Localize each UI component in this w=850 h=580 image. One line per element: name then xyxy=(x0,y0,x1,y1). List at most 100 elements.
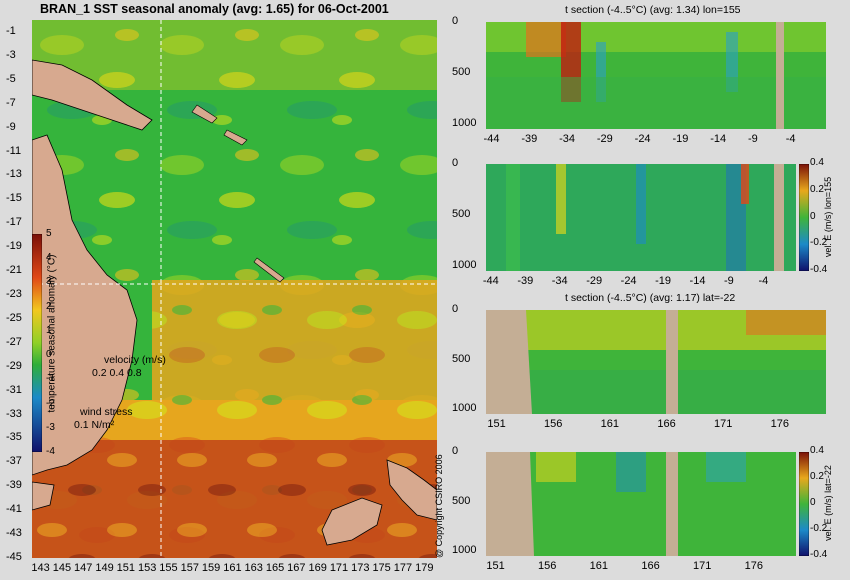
section-y-tick: 1000 xyxy=(452,116,477,129)
panel1-title: t section (-4..5°C) (avg: 1.34) lon=155 xyxy=(565,4,741,16)
section-x-tick: -39 xyxy=(521,133,538,145)
map-x-tick: 177 xyxy=(393,562,413,574)
map-y-tick: -15 xyxy=(6,192,22,205)
velocity-colorbar-tick: -0.2 xyxy=(810,523,828,534)
colorbar-tick: 1 xyxy=(46,324,52,336)
colorbar-tick: 2 xyxy=(46,300,52,312)
panel3-title: t section (-4..5°C) (avg: 1.17) lat=-22 xyxy=(565,292,736,304)
map-x-tick: 159 xyxy=(201,562,221,574)
panel1-plot xyxy=(486,22,826,129)
section-y-tick: 500 xyxy=(452,65,471,78)
colorbar-tick: 0 xyxy=(46,349,52,361)
velocity-colorbar-tick: -0.2 xyxy=(810,237,828,249)
velocity-legend: velocity (m/s) xyxy=(104,354,166,366)
map-y-tick: -39 xyxy=(6,479,22,492)
section-x-tick: -44 xyxy=(483,133,500,145)
map-x-tick: 153 xyxy=(137,562,157,574)
section-x-tick: -44 xyxy=(482,275,499,287)
colorbar-tick: -2 xyxy=(46,397,55,409)
panel2-colorbar xyxy=(799,164,809,271)
section-x-tick: 176 xyxy=(744,560,764,572)
map-title: BRAN_1 SST seasonal anomaly (avg: 1.65) … xyxy=(40,2,389,16)
section-x-tick: -29 xyxy=(586,275,603,287)
map-x-tick: 171 xyxy=(329,562,349,574)
section-x-tick: -19 xyxy=(655,275,672,287)
section-y-tick: 0 xyxy=(452,157,459,169)
section-x-tick: 171 xyxy=(714,418,733,430)
section-x-tick: -29 xyxy=(596,133,613,145)
land-australia xyxy=(32,134,138,476)
section-x-tick: -9 xyxy=(748,133,758,145)
section-x-tick: 151 xyxy=(487,418,506,430)
section-x-tick: 171 xyxy=(693,560,712,572)
section-x-tick: 166 xyxy=(657,418,676,430)
velocity-colorbar-tick: 0 xyxy=(810,497,816,508)
section-y-tick: 500 xyxy=(452,352,471,365)
section-y-tick: 1000 xyxy=(452,402,477,415)
map-y-tick: -7 xyxy=(6,96,16,109)
section-y-tick: 0 xyxy=(452,445,459,457)
panel4-colorbar-label: vel. E (m/s) lat=-22 xyxy=(823,465,833,541)
section-x-tick: 176 xyxy=(770,418,790,430)
wind-legend: wind stress xyxy=(79,406,133,418)
velocity-colorbar-tick: 0.2 xyxy=(810,471,824,482)
section-x-tick: 161 xyxy=(600,418,620,430)
map-y-tick: -35 xyxy=(6,431,22,444)
section-x-tick: -19 xyxy=(672,133,689,145)
copyright: @ Copyright CSIRO 2006 xyxy=(434,454,444,558)
velocity-colorbar-tick: -0.4 xyxy=(810,264,828,275)
map-y-tick: -23 xyxy=(6,287,22,300)
land-tasmania xyxy=(32,481,55,511)
velocity-colorbar-tick: 0 xyxy=(810,210,816,222)
map-x-tick: 145 xyxy=(52,562,72,574)
map-x-tick: 143 xyxy=(31,562,50,574)
map-y-tick: -19 xyxy=(6,240,22,253)
map-x-tick: 179 xyxy=(415,562,434,574)
section-y-tick: 0 xyxy=(452,303,459,315)
land-new-caledonia xyxy=(253,257,285,283)
map-y-tick: -37 xyxy=(6,455,22,468)
map-x-tick: 157 xyxy=(180,562,199,574)
section-y-tick: 500 xyxy=(452,494,471,507)
map-y-tick: -1 xyxy=(6,24,16,37)
land-new-zealand xyxy=(321,459,437,546)
map-x-tick: 167 xyxy=(287,562,306,574)
land-solomons xyxy=(191,104,248,146)
map-plot: velocity (m/s) 0.2 0.4 0.8 wind stress 0… xyxy=(32,20,437,558)
map-y-tick: -43 xyxy=(6,527,22,540)
map-y-tick: -3 xyxy=(6,48,16,61)
velocity-scale: 0.2 0.4 0.8 xyxy=(92,367,142,379)
section-x-tick: -24 xyxy=(634,133,651,145)
section-y-tick: 1000 xyxy=(452,544,477,557)
map-y-tick: -45 xyxy=(6,551,22,563)
map-x-tick: 151 xyxy=(116,562,136,574)
colorbar-tick: -4 xyxy=(46,446,55,457)
map-x-tick: 161 xyxy=(223,562,242,574)
map-x-tick: 175 xyxy=(372,562,391,574)
section-x-tick: -39 xyxy=(517,275,534,287)
colorbar-tick: -3 xyxy=(46,421,55,433)
colorbar-tick: 5 xyxy=(46,228,52,239)
map-y-tick: -27 xyxy=(6,335,22,348)
wind-scale: 0.1 N/m² xyxy=(74,419,115,431)
map-x-tick: 169 xyxy=(308,562,327,574)
map-y-tick: -29 xyxy=(6,359,22,372)
map-y-tick: -41 xyxy=(6,503,22,516)
panel2-plot xyxy=(486,164,796,271)
panel2-colorbar-label: vel. E (m/s) lon=155 xyxy=(823,176,833,258)
panel3-plot xyxy=(486,310,826,414)
map-y-tick: -11 xyxy=(6,144,22,157)
map-x-tick: 173 xyxy=(351,562,370,574)
map-y-tick: -17 xyxy=(6,216,22,229)
map-x-tick: 147 xyxy=(74,562,93,574)
section-x-tick: 151 xyxy=(486,560,505,572)
section-x-tick: -4 xyxy=(758,275,769,287)
section-y-tick: 500 xyxy=(452,207,471,220)
map-x-tick: 155 xyxy=(159,562,178,574)
velocity-colorbar-tick: -0.4 xyxy=(810,549,828,560)
section-x-tick: -14 xyxy=(710,133,727,145)
colorbar-tick: 3 xyxy=(46,276,52,288)
colorbar-tick: -1 xyxy=(46,373,55,385)
section-y-tick: 0 xyxy=(452,15,459,27)
velocity-colorbar-tick: 0.4 xyxy=(810,157,824,168)
